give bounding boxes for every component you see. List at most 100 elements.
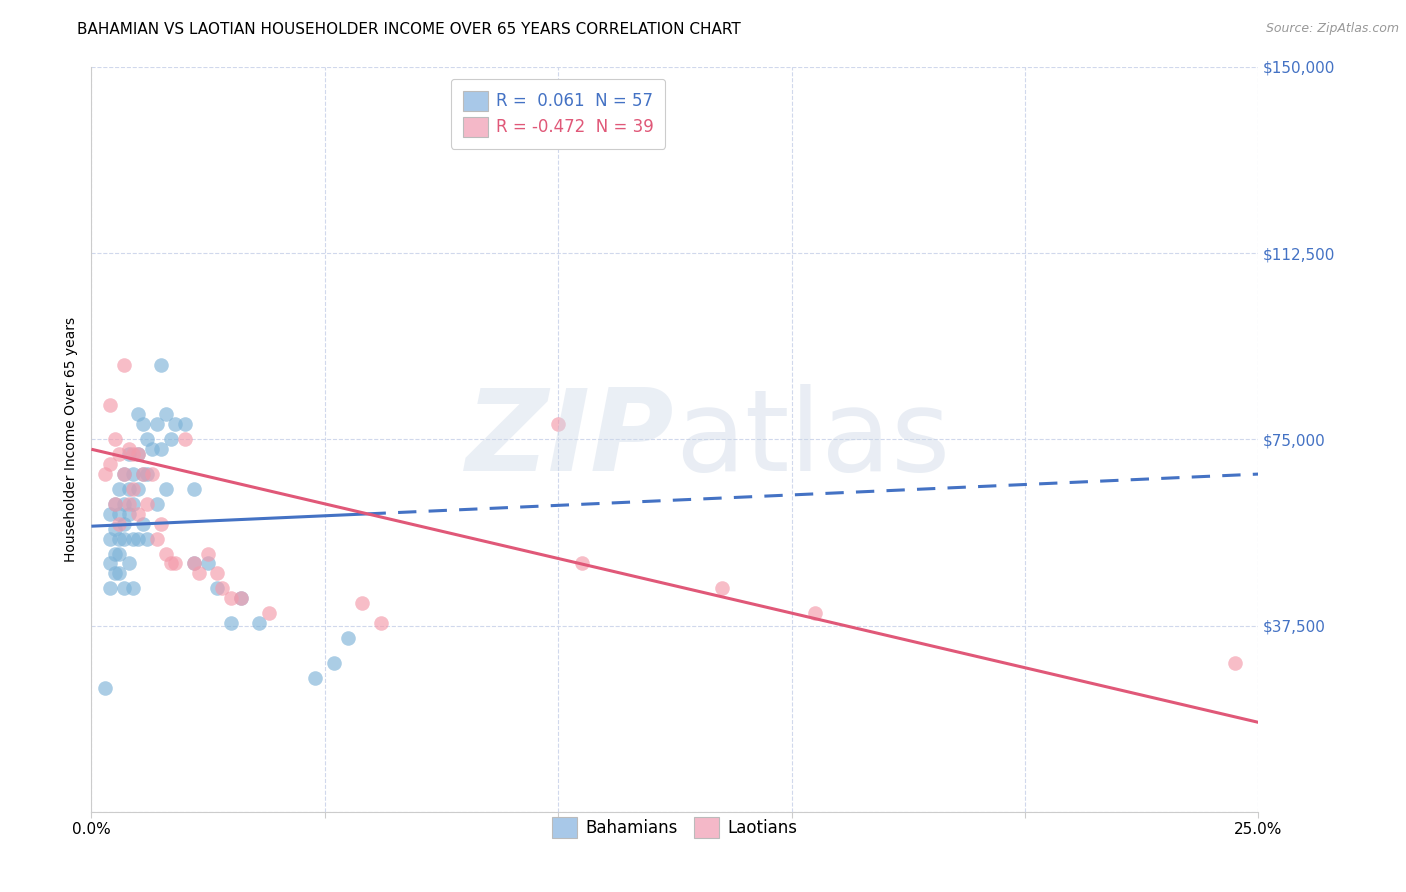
Point xyxy=(98,557,121,571)
Point xyxy=(145,497,167,511)
Point xyxy=(304,671,326,685)
Point xyxy=(94,681,117,695)
Point xyxy=(98,532,121,546)
Point xyxy=(132,417,155,432)
Point xyxy=(710,582,733,596)
Point xyxy=(118,557,141,571)
Point xyxy=(112,467,135,481)
Point xyxy=(122,467,145,481)
Point xyxy=(98,507,121,521)
Point xyxy=(352,596,374,610)
Point xyxy=(197,557,219,571)
Point xyxy=(94,467,117,481)
Point xyxy=(337,631,360,645)
Point xyxy=(127,507,149,521)
Point xyxy=(108,447,131,461)
Point xyxy=(207,566,229,581)
Point xyxy=(112,358,135,372)
Point xyxy=(211,582,233,596)
Point xyxy=(197,547,219,561)
Point xyxy=(104,522,127,536)
Point xyxy=(804,606,827,620)
Point xyxy=(571,557,593,571)
Point xyxy=(183,482,205,496)
Point xyxy=(132,516,155,531)
Y-axis label: Householder Income Over 65 years: Householder Income Over 65 years xyxy=(63,317,77,562)
Point xyxy=(104,433,127,447)
Point xyxy=(136,433,159,447)
Text: BAHAMIAN VS LAOTIAN HOUSEHOLDER INCOME OVER 65 YEARS CORRELATION CHART: BAHAMIAN VS LAOTIAN HOUSEHOLDER INCOME O… xyxy=(77,22,741,37)
Point xyxy=(323,656,346,670)
Point xyxy=(104,566,127,581)
Point xyxy=(183,557,205,571)
Point xyxy=(98,398,121,412)
Point xyxy=(136,532,159,546)
Point xyxy=(547,417,569,432)
Point xyxy=(165,557,187,571)
Point xyxy=(173,417,195,432)
Point xyxy=(118,482,141,496)
Point xyxy=(187,566,209,581)
Point xyxy=(150,442,173,457)
Point xyxy=(122,482,145,496)
Point xyxy=(207,582,229,596)
Point xyxy=(141,467,163,481)
Point xyxy=(159,557,181,571)
Point xyxy=(108,532,131,546)
Point xyxy=(165,417,187,432)
Point xyxy=(122,497,145,511)
Point xyxy=(108,566,131,581)
Point xyxy=(112,497,135,511)
Point xyxy=(155,408,177,422)
Point xyxy=(127,447,149,461)
Point xyxy=(150,358,173,372)
Point xyxy=(1223,656,1246,670)
Text: Source: ZipAtlas.com: Source: ZipAtlas.com xyxy=(1265,22,1399,36)
Point xyxy=(159,433,181,447)
Point xyxy=(257,606,280,620)
Point xyxy=(112,467,135,481)
Point xyxy=(183,557,205,571)
Point xyxy=(104,497,127,511)
Point xyxy=(108,482,131,496)
Point xyxy=(127,482,149,496)
Point xyxy=(150,516,173,531)
Point xyxy=(127,532,149,546)
Point xyxy=(112,532,135,546)
Point xyxy=(221,615,243,630)
Point xyxy=(104,547,127,561)
Point xyxy=(155,547,177,561)
Point xyxy=(136,467,159,481)
Point xyxy=(132,467,155,481)
Point xyxy=(370,615,392,630)
Point xyxy=(229,591,252,606)
Point xyxy=(155,482,177,496)
Point xyxy=(122,447,145,461)
Point xyxy=(229,591,252,606)
Point xyxy=(108,507,131,521)
Point xyxy=(127,408,149,422)
Point xyxy=(108,547,131,561)
Point xyxy=(118,442,141,457)
Point xyxy=(249,615,271,630)
Text: atlas: atlas xyxy=(675,384,950,495)
Point xyxy=(108,516,131,531)
Legend: Bahamians, Laotians: Bahamians, Laotians xyxy=(546,811,804,845)
Point xyxy=(118,447,141,461)
Point xyxy=(132,467,155,481)
Point xyxy=(118,507,141,521)
Point xyxy=(145,532,167,546)
Point xyxy=(173,433,195,447)
Point xyxy=(112,516,135,531)
Point xyxy=(141,442,163,457)
Point xyxy=(221,591,243,606)
Text: ZIP: ZIP xyxy=(467,384,675,495)
Point xyxy=(136,497,159,511)
Point xyxy=(98,457,121,471)
Point xyxy=(118,497,141,511)
Point xyxy=(127,447,149,461)
Point xyxy=(145,417,167,432)
Point xyxy=(122,582,145,596)
Point xyxy=(122,532,145,546)
Point xyxy=(104,497,127,511)
